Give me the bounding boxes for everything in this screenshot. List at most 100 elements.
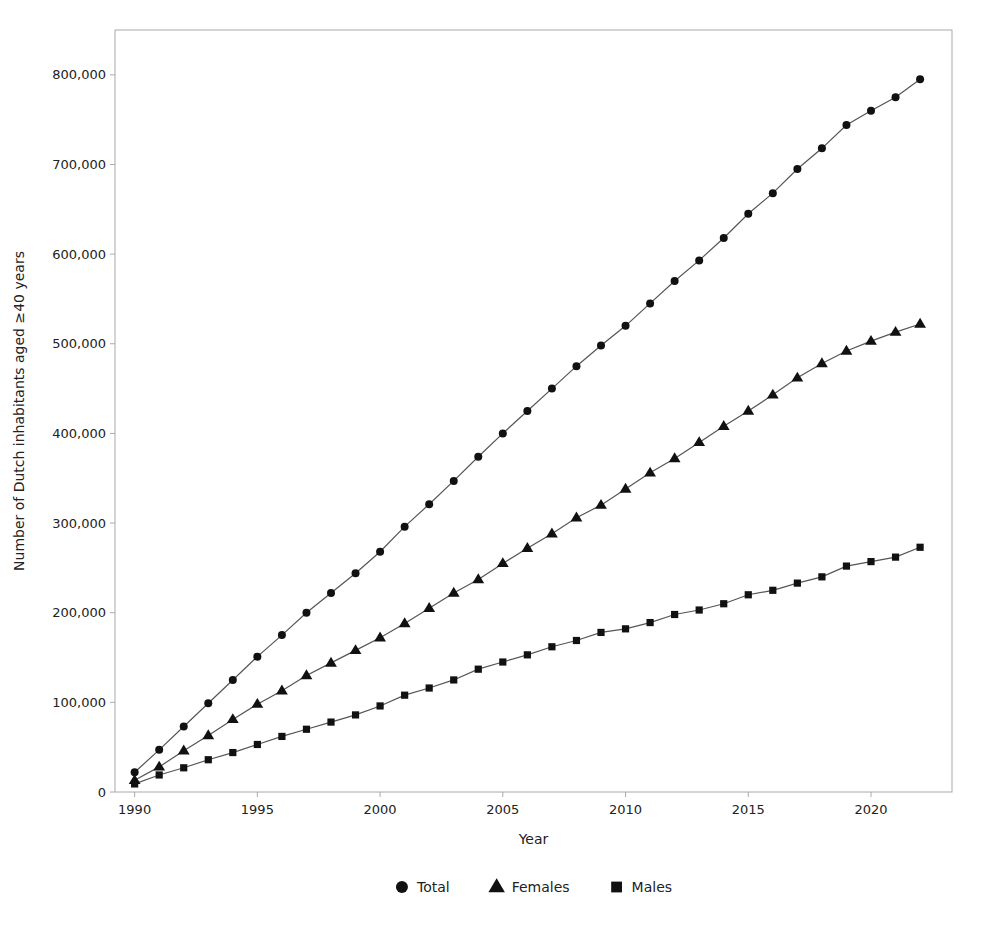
legend-marker [611,882,622,893]
legend: TotalFemalesMales [396,878,672,895]
data-point [497,557,509,567]
data-point [867,558,874,565]
data-point [767,389,779,399]
data-point [693,436,705,446]
data-point [450,477,458,485]
y-tick-label: 500,000 [52,336,106,351]
x-tick [257,792,258,797]
data-point [227,713,239,723]
data-point [546,528,558,538]
y-tick-label: 600,000 [52,247,106,262]
data-point [791,372,803,382]
x-tick-label: 2000 [364,802,397,817]
data-point [622,322,630,330]
data-point [325,657,337,667]
plot-area [129,75,926,787]
data-point [180,723,188,731]
y-axis-label: Number of Dutch inhabitants aged ≥40 yea… [11,251,27,571]
data-point [499,429,507,437]
data-point [131,780,138,787]
data-point [202,729,214,739]
x-tick-label: 2015 [732,802,765,817]
data-point [524,651,531,658]
x-tick-label: 2005 [486,802,519,817]
legend-label: Males [632,879,672,895]
data-point [472,573,484,583]
chart: 0100,000200,000300,000400,000500,000600,… [0,0,982,932]
data-point [376,548,384,556]
data-point [892,554,899,561]
data-point [843,562,850,569]
data-point [499,658,506,665]
data-point [744,210,752,218]
data-point [916,75,924,83]
series-line [135,79,920,772]
data-point [818,144,826,152]
data-point [671,611,678,618]
data-point [425,500,433,508]
data-point [156,771,163,778]
x-tick-label: 1995 [241,802,274,817]
data-point [475,666,482,673]
data-point [914,318,926,328]
data-point [597,342,605,350]
data-point [251,698,263,708]
y-tick [110,792,115,793]
data-point [718,420,730,430]
x-tick [502,792,503,797]
data-point [352,711,359,718]
y-tick-label: 400,000 [52,426,106,441]
y-tick-label: 200,000 [52,605,106,620]
x-tick [134,792,135,797]
series-line [135,324,920,780]
y-tick-label: 0 [98,785,106,800]
y-tick-label: 700,000 [52,157,106,172]
y-tick [110,612,115,613]
data-point [816,357,828,367]
data-point [696,606,703,613]
data-point [229,749,236,756]
data-point [155,746,163,754]
data-point [595,499,607,509]
data-point [890,326,902,336]
data-point [401,692,408,699]
series-line [135,547,920,784]
y-tick [110,433,115,434]
legend-marker [488,878,504,892]
data-point [521,542,533,552]
data-point [327,718,334,725]
data-point [278,733,285,740]
data-point [720,600,727,607]
data-point [865,335,877,345]
data-point [327,589,335,597]
x-tick [871,792,872,797]
data-point [646,619,653,626]
data-point [423,602,435,612]
legend-label: Females [512,879,570,895]
data-point [303,726,310,733]
data-point [352,569,360,577]
y-tick-label: 300,000 [52,516,106,531]
x-axis-label: Year [518,831,549,847]
data-point [254,741,261,748]
data-point [669,452,681,462]
data-point [769,189,777,197]
y-tick-label: 800,000 [52,67,106,82]
data-point [620,483,632,493]
data-point [892,93,900,101]
x-tick [380,792,381,797]
data-point [572,362,580,370]
y-tick [110,74,115,75]
data-point [426,684,433,691]
data-point [573,637,580,644]
data-point [205,756,212,763]
data-point [302,609,310,617]
y-tick [110,523,115,524]
data-point [841,345,853,355]
y-tick [110,702,115,703]
data-point [204,699,212,707]
data-point [253,653,261,661]
data-point [548,643,555,650]
x-tick-label: 2020 [854,802,887,817]
y-tick [110,164,115,165]
